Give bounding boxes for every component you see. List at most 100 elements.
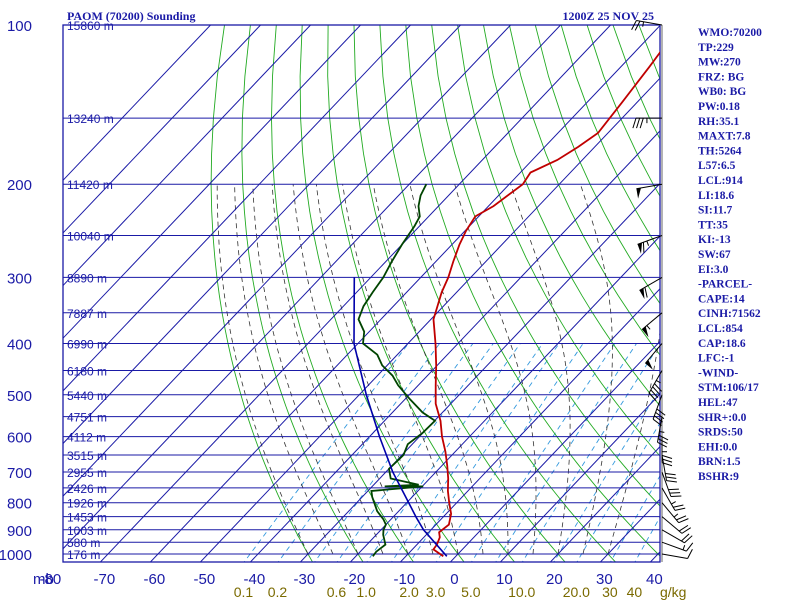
isotherm-line — [299, 182, 660, 562]
index-value: BRN:1.5 — [698, 456, 741, 468]
dry-adiabat-line — [534, 25, 660, 305]
wind-barb — [661, 471, 682, 497]
height-label: 8890 m — [67, 271, 107, 285]
index-value: PW:0.18 — [698, 101, 740, 113]
height-label: 3515 m — [67, 449, 107, 463]
isotherm-line — [63, 25, 561, 550]
height-label: 176 m — [67, 548, 100, 562]
dry-adiabat-line — [743, 25, 800, 565]
height-label: 1003 m — [67, 524, 107, 538]
index-value: WMO:70200 — [698, 27, 762, 39]
index-value: EHI:0.0 — [698, 441, 738, 453]
index-value: SI:11.7 — [698, 205, 732, 217]
mixing-ratio-tick-label: 1.0 — [356, 584, 376, 600]
isotherm-line — [449, 340, 660, 562]
chart-datetime: 1200Z 25 NOV 25 — [563, 9, 654, 23]
index-value: KI:-13 — [698, 234, 731, 246]
wind-barb — [661, 529, 693, 544]
isotherm-line — [199, 77, 660, 562]
index-value: MAXT:7.8 — [698, 131, 751, 143]
mixing-ratio-line — [634, 516, 660, 562]
moist-adiabat-line — [271, 184, 384, 555]
pressure-tick-label: 600 — [7, 430, 32, 447]
isotherm-line — [63, 25, 211, 182]
index-value: FRZ: BG — [698, 71, 744, 83]
wind-barb — [644, 343, 663, 370]
pressure-tick-label: 400 — [7, 336, 32, 353]
wind-barb — [661, 516, 692, 534]
wind-barb — [661, 487, 686, 511]
wind-barb — [641, 312, 663, 338]
dry-adiabat-line — [405, 25, 660, 557]
temperature-tick-label: -30 — [294, 571, 316, 588]
temperature-tick-label: -80 — [40, 571, 62, 588]
height-label: 1926 m — [67, 497, 107, 511]
height-label: 15860 m — [67, 19, 114, 33]
wind-barb — [661, 541, 694, 552]
index-value: CAPE:14 — [698, 293, 745, 305]
index-value: STM:106/17 — [698, 382, 759, 394]
dry-adiabat-line — [327, 25, 516, 562]
index-value: SW:67 — [698, 249, 731, 261]
height-label: 4751 m — [67, 411, 107, 425]
height-label: 6180 m — [67, 365, 107, 379]
index-value: LCL:854 — [698, 323, 743, 335]
temperature-tick-label: 40 — [646, 571, 663, 588]
isotherm-line — [499, 393, 660, 562]
moist-adiabat-line — [252, 184, 359, 555]
isotherm-line — [63, 25, 461, 445]
height-label: 2426 m — [67, 482, 107, 496]
height-label: 7887 m — [67, 307, 107, 321]
plot-frame — [62, 24, 661, 563]
mixing-ratio-tick-label: 0.1 — [234, 584, 254, 600]
index-value: L57:6.5 — [698, 160, 736, 172]
dry-adiabat-line — [379, 25, 617, 562]
moist-adiabat-line — [409, 184, 509, 554]
pressure-tick-label: 800 — [7, 496, 32, 513]
temperature-tick-label: -50 — [194, 571, 216, 588]
dry-adiabat-line — [210, 25, 314, 562]
index-value: TT:35 — [698, 219, 728, 231]
dry-adiabat-line — [794, 25, 800, 565]
index-value: LCL:914 — [698, 175, 743, 187]
height-label: 2955 m — [67, 466, 107, 480]
index-value: MW:270 — [698, 57, 741, 69]
dry-adiabat-line — [483, 25, 660, 407]
isotherm-line — [399, 288, 660, 562]
isotherm-line — [63, 25, 311, 287]
pressure-unit-label: mb — [33, 571, 54, 588]
pressure-tick-label: 500 — [7, 388, 32, 405]
isotherms — [63, 25, 800, 565]
wind-barbs — [631, 19, 694, 562]
mixing-ratio-line — [366, 343, 521, 562]
profile-series — [353, 51, 660, 558]
isotherm-line — [149, 25, 660, 562]
mixing-ratio-line — [314, 343, 474, 562]
index-value: -PARCEL- — [698, 279, 752, 291]
isotherm-line — [63, 25, 361, 339]
moist-adiabat-line — [216, 184, 309, 555]
pressure-tick-label: 900 — [7, 523, 32, 540]
temperature-tick-label: 30 — [596, 571, 613, 588]
height-label: 5440 m — [67, 389, 107, 403]
index-value: EI:3.0 — [698, 264, 729, 276]
mixing-ratio-line — [277, 343, 440, 562]
wind-barb — [661, 548, 693, 560]
mixing-ratio-line — [576, 422, 660, 562]
index-value: CAP:18.6 — [698, 338, 746, 350]
dry-adiabat-line — [560, 25, 660, 252]
pressure-tick-label: 300 — [7, 270, 32, 287]
isotherm-line — [549, 445, 660, 562]
height-label: 1453 m — [67, 511, 107, 525]
isotherm-line — [249, 130, 660, 562]
pressure-tick-label: 100 — [7, 18, 32, 35]
temperature-tick-label: 0 — [450, 571, 458, 588]
dry-adiabat-line — [457, 25, 660, 457]
isotherm-line — [747, 25, 800, 565]
wind-barb — [661, 502, 689, 524]
index-value: HEL:47 — [698, 397, 738, 409]
dry-adiabat-line — [241, 25, 364, 562]
height-label: 10040 m — [67, 230, 114, 244]
isotherm-line — [63, 25, 261, 234]
